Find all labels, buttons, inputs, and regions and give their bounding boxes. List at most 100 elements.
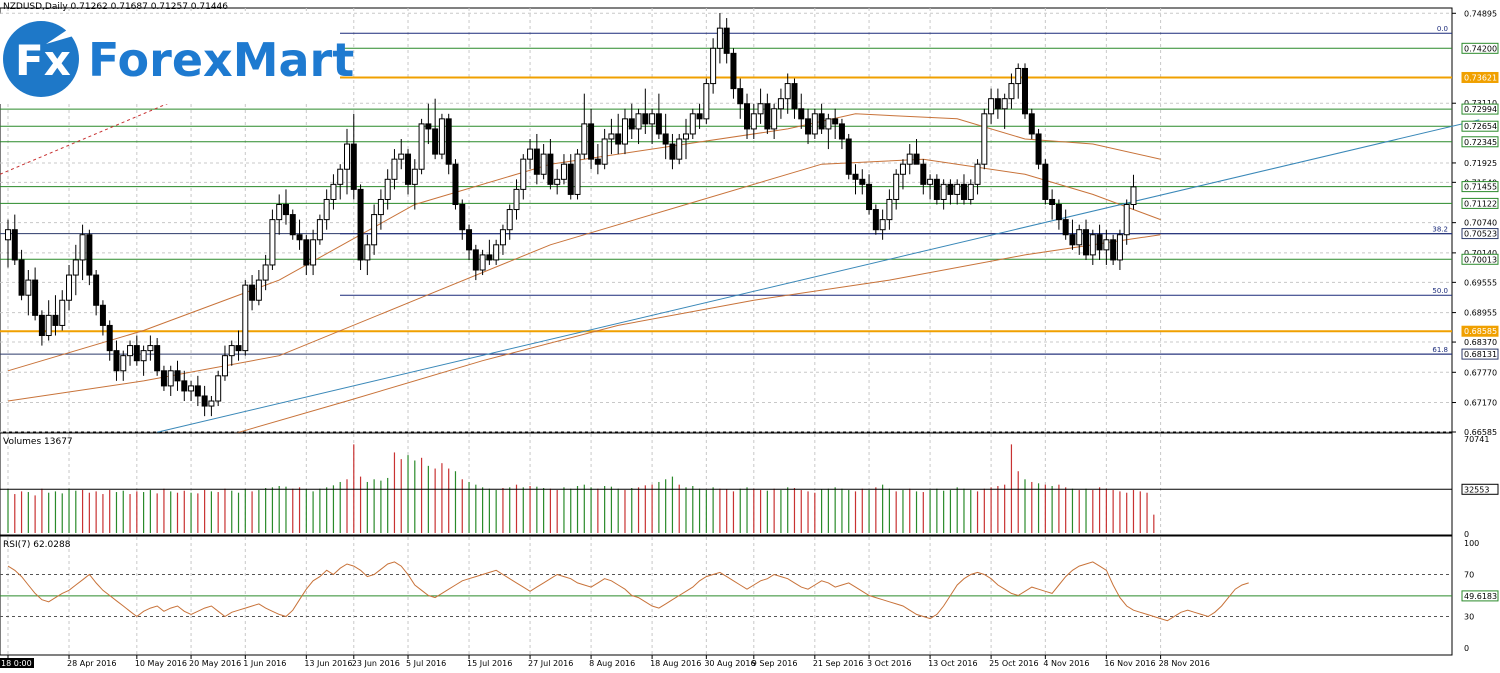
volume-level-tag [1461,483,1499,495]
volume-bars [0,444,1452,533]
level-price-label: 0.71455 [1464,183,1497,192]
volume-panel-frame [0,432,1453,536]
candle-body [588,123,595,160]
level-price-tag [1461,120,1499,132]
volume-level-label: 32553 [1464,485,1489,494]
candle-body [1123,204,1130,236]
level-price-tag [1461,103,1499,115]
candle-body [811,113,818,135]
candle-body [533,148,540,175]
candle-body [933,178,940,200]
candle-body [316,219,323,241]
candle-body [866,183,873,211]
volume-panel: 70741 0 32553 Volumes 13677 [0,432,1499,539]
candle-body [174,370,181,382]
ascending-trendline [157,119,1480,433]
candle-body [377,198,384,216]
time-tick-label: 9 Sep 2016 [752,659,798,668]
rsi-value-tag [1461,590,1499,602]
ma-slow-line [224,234,1161,437]
rsi-tick-label: 100 [1464,539,1479,548]
candle-body [438,118,445,155]
candle-body [350,143,357,190]
candle-body [296,234,303,241]
candle-body [547,153,554,185]
candle-body [1069,234,1076,246]
candle-body [93,274,100,306]
candle-body [391,158,398,180]
candle-body [452,163,459,206]
candle-body [737,88,744,105]
candle-body [954,183,961,195]
candle-body [655,113,662,135]
candle-body [635,113,642,130]
logo-circle [3,21,79,97]
candle-body [201,395,208,407]
candle-body [384,178,391,200]
candle-body [683,133,689,140]
rsi-value-label: 49.6183 [1464,592,1497,601]
candle-body [920,163,927,185]
level-price-tag [1461,197,1499,209]
candle-body [432,128,439,155]
level-price-label: 0.70523 [1464,230,1497,239]
candle-body [1096,234,1103,251]
candle-body [79,234,86,261]
candle-body [276,204,283,221]
candle-body [723,27,730,54]
rsi-tick-label: 70 [1464,571,1474,580]
candle-body [120,355,127,372]
candle-body [330,183,337,200]
price-tick-label: 0.70140 [1464,249,1497,258]
price-tick-label: 0.67170 [1464,399,1497,408]
candle-body [215,375,222,402]
candle-body [1062,219,1069,236]
candle-body [791,83,798,110]
candle-body [662,133,669,145]
fib-label: 61.8 [1432,346,1448,354]
level-price-tag [1461,228,1499,240]
level-price-tag [1461,181,1499,193]
price-tick-label: 0.70740 [1464,219,1497,228]
candle-body [303,239,310,266]
level-price-label: 0.70013 [1464,255,1497,264]
level-price-label: 0.74200 [1464,44,1497,53]
candle-body [689,113,696,135]
candle-body [1116,234,1123,261]
rsi-label: RSI(7) 62.0288 [3,540,71,550]
candle-body [221,355,228,377]
candle-body [499,229,506,246]
level-price-tag [1461,42,1499,54]
candle-body [927,178,934,185]
candle-body [472,249,479,271]
candle-body [445,118,452,165]
candle-body [11,229,18,261]
candle-body [974,163,981,185]
rsi-tick-label: 0 [1464,644,1469,653]
level-price-label: 0.68585 [1464,327,1497,336]
candle-body [188,385,195,392]
time-tick-label: 3 Oct 2016 [867,659,911,668]
candle-body [127,345,134,357]
candle-body [879,219,886,231]
candle-body [886,198,893,221]
level-price-tag [1461,253,1499,265]
time-tick-label: 1 Jun 2016 [243,659,286,668]
price-tick-label: 0.68955 [1464,309,1497,318]
candle-body [757,103,764,115]
candle-body [913,153,920,165]
candle-body [906,153,913,165]
candle-body [581,123,588,155]
candle-body [269,219,276,266]
candle-body [696,113,703,120]
volume-label: Volumes 13677 [3,437,73,447]
candle-body [45,314,52,337]
candle-body [425,123,432,130]
candle-body [133,345,140,362]
fib-label: 50.0 [1432,287,1448,295]
candle-body [554,178,561,185]
level-price-label: 0.71122 [1464,199,1497,208]
candle-body [323,198,330,221]
candle-body [310,239,317,266]
candle-body [194,385,201,397]
